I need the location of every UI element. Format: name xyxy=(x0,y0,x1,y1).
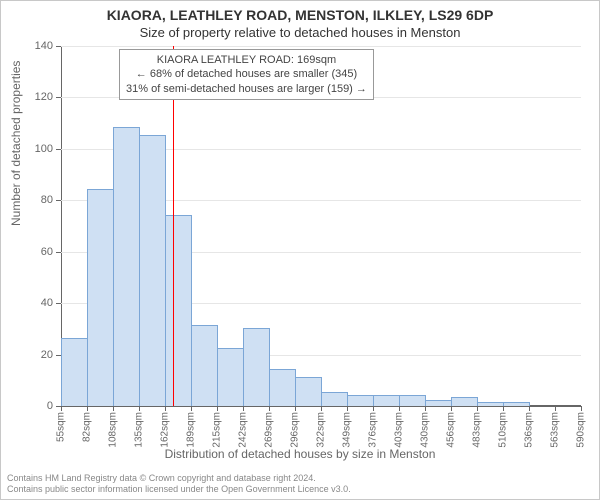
xtick-mark xyxy=(217,406,218,411)
xtick-label: 242sqm xyxy=(238,412,249,448)
histogram-bar xyxy=(61,338,88,406)
title-line-1: KIAORA, LEATHLEY ROAD, MENSTON, ILKLEY, … xyxy=(1,7,599,23)
xtick-label: 510sqm xyxy=(498,412,509,448)
xtick-mark xyxy=(477,406,478,411)
xtick-label: 590sqm xyxy=(576,412,587,448)
info-line: ← 68% of detached houses are smaller (34… xyxy=(126,67,367,81)
xtick-label: 108sqm xyxy=(108,412,119,448)
histogram-bar xyxy=(477,402,504,406)
histogram-bar xyxy=(321,392,348,406)
xtick-label: 563sqm xyxy=(550,412,561,448)
xtick-mark xyxy=(347,406,348,411)
xtick-mark xyxy=(399,406,400,411)
footer-attribution: Contains HM Land Registry data © Crown c… xyxy=(7,473,351,495)
xtick-mark xyxy=(295,406,296,411)
xtick-label: 215sqm xyxy=(212,412,223,448)
xtick-label: 162sqm xyxy=(160,412,171,448)
histogram-bar xyxy=(425,400,452,406)
ytick-mark xyxy=(56,252,61,253)
ytick-mark xyxy=(56,200,61,201)
xtick-mark xyxy=(139,406,140,411)
xtick-label: 456sqm xyxy=(446,412,457,448)
ytick-label: 60 xyxy=(13,246,53,258)
xtick-mark xyxy=(269,406,270,411)
histogram-bar xyxy=(139,135,166,406)
xtick-mark xyxy=(555,406,556,411)
xtick-label: 322sqm xyxy=(316,412,327,448)
xtick-mark xyxy=(321,406,322,411)
info-box: KIAORA LEATHLEY ROAD: 169sqm← 68% of det… xyxy=(119,49,374,100)
ytick-mark xyxy=(56,97,61,98)
xtick-mark xyxy=(581,406,582,411)
xtick-mark xyxy=(87,406,88,411)
footer-line-1: Contains HM Land Registry data © Crown c… xyxy=(7,473,351,484)
x-axis-label: Distribution of detached houses by size … xyxy=(1,447,599,461)
ytick-label: 120 xyxy=(13,91,53,103)
xtick-label: 430sqm xyxy=(420,412,431,448)
ytick-label: 20 xyxy=(13,349,53,361)
xtick-label: 269sqm xyxy=(264,412,275,448)
histogram-bar xyxy=(503,402,530,406)
xtick-mark xyxy=(191,406,192,411)
xtick-label: 376sqm xyxy=(368,412,379,448)
histogram-bar xyxy=(217,348,244,406)
ytick-mark xyxy=(56,46,61,47)
histogram-bar xyxy=(87,189,114,406)
histogram-bar xyxy=(295,377,322,406)
histogram-bar xyxy=(269,369,296,406)
xtick-mark xyxy=(425,406,426,411)
xtick-mark xyxy=(243,406,244,411)
ytick-label: 140 xyxy=(13,40,53,52)
xtick-mark xyxy=(113,406,114,411)
histogram-bar xyxy=(373,395,400,406)
ytick-mark xyxy=(56,149,61,150)
info-line: 31% of semi-detached houses are larger (… xyxy=(126,82,367,96)
plot-area: 02040608010012014055sqm82sqm108sqm135sqm… xyxy=(61,46,581,406)
xtick-label: 536sqm xyxy=(524,412,535,448)
xtick-label: 296sqm xyxy=(290,412,301,448)
xtick-mark xyxy=(451,406,452,411)
ytick-label: 100 xyxy=(13,143,53,155)
title-line-2: Size of property relative to detached ho… xyxy=(1,25,599,40)
xtick-label: 135sqm xyxy=(134,412,145,448)
xtick-label: 82sqm xyxy=(82,412,93,442)
gridline xyxy=(61,46,581,47)
xtick-mark xyxy=(529,406,530,411)
xtick-mark xyxy=(503,406,504,411)
chart-container: KIAORA, LEATHLEY ROAD, MENSTON, ILKLEY, … xyxy=(0,0,600,500)
xtick-label: 55sqm xyxy=(56,412,67,442)
xtick-mark xyxy=(61,406,62,411)
histogram-bar xyxy=(165,215,192,406)
footer-line-2: Contains public sector information licen… xyxy=(7,484,351,495)
reference-line xyxy=(173,46,174,406)
info-line: KIAORA LEATHLEY ROAD: 169sqm xyxy=(126,53,367,67)
histogram-bar xyxy=(451,397,478,406)
xtick-label: 189sqm xyxy=(186,412,197,448)
ytick-mark xyxy=(56,303,61,304)
ytick-label: 40 xyxy=(13,297,53,309)
xtick-mark xyxy=(165,406,166,411)
xtick-label: 483sqm xyxy=(472,412,483,448)
histogram-bar xyxy=(113,127,140,406)
histogram-bar xyxy=(191,325,218,406)
histogram-bar xyxy=(347,395,374,406)
xtick-mark xyxy=(373,406,374,411)
ytick-label: 80 xyxy=(13,194,53,206)
ytick-label: 0 xyxy=(13,400,53,412)
histogram-bar xyxy=(243,328,270,406)
histogram-bar xyxy=(399,395,426,406)
xtick-label: 403sqm xyxy=(394,412,405,448)
xtick-label: 349sqm xyxy=(342,412,353,448)
